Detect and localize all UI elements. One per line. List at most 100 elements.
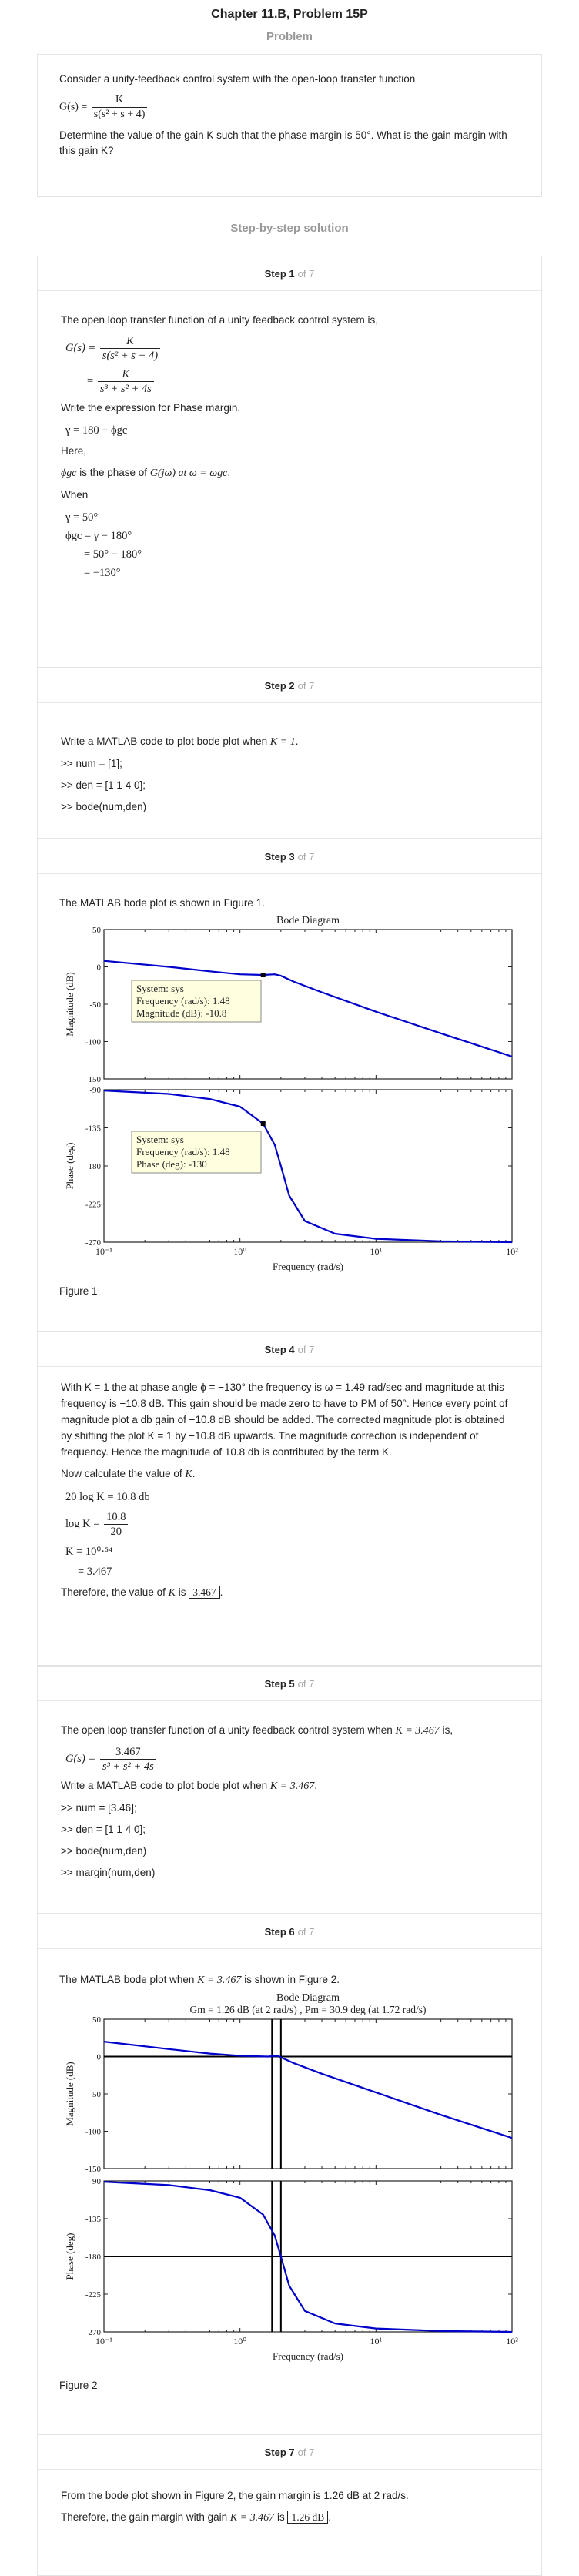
step-6-k: K = 3.467 [197, 1975, 242, 1986]
calc-text: Now calculate the value of [61, 1468, 182, 1479]
plot-panel-frame [103, 2018, 513, 2169]
x-tick-label: 10⁰ [233, 2336, 246, 2347]
step-count: of 7 [297, 1343, 315, 1355]
datatip-box [131, 1131, 262, 1174]
gs-den-2: s³ + s² + 4s [99, 383, 152, 395]
y-tick-label: -135 [85, 2215, 102, 2224]
step-4-paragraph: With K = 1 the at phase angle ϕ = −130° … [61, 1382, 508, 1458]
series-line [103, 1090, 513, 1244]
y-tick-label: 50 [92, 926, 102, 935]
tf-fraction: K s(s² + s + 4) [91, 93, 148, 122]
datatip-text: System: sys [136, 983, 184, 994]
step-title: Step 2 [264, 679, 295, 692]
answer-box: 1.26 dB [287, 2511, 329, 2524]
problem-label: Problem [266, 30, 313, 43]
e2-den: 20 [110, 1526, 122, 1538]
step-4-e1: 20 log K = 10.8 db [65, 1491, 150, 1503]
step-title: Step 5 [264, 1677, 295, 1690]
step-2-text: Write a MATLAB code to plot bode plot wh… [61, 734, 518, 750]
y-axis-label: Phase (deg) [64, 2233, 75, 2280]
step-3-text: The MATLAB bode plot is shown in Figure … [59, 897, 265, 909]
x-tick-label: 10¹ [370, 1246, 383, 1257]
code-line: >> num = [3.46]; [61, 1802, 137, 1814]
step-1-pm-eq: γ = 180 + ϕgc [65, 424, 128, 437]
step-4-e3: K = 10⁰·⁵⁴ [65, 1546, 113, 1558]
y-tick-label: 50 [92, 2015, 102, 2025]
step-7-header: Step 7 of 7 [38, 2435, 541, 2470]
step-count: of 7 [297, 267, 315, 280]
x-tick-label: 10⁻¹ [95, 1246, 112, 1257]
series-line [103, 960, 513, 1057]
problem-text-2: Determine the value of the gain K such t… [59, 129, 507, 156]
line-2-is: is [276, 2511, 285, 2523]
y-tick-label: 0 [97, 963, 102, 973]
tf-denominator: s(s² + s + 4) [93, 109, 146, 120]
step-count: of 7 [297, 679, 315, 692]
phi-def-math: G(jω) at ω = ωgc [149, 467, 228, 479]
step-title: Step 4 [264, 1343, 295, 1355]
step-4-header: Step 4 of 7 [38, 1332, 541, 1367]
step-5: Step 5 of 7 The open loop transfer functi… [38, 1666, 541, 1914]
datatip-text: Magnitude (dB): -10.8 [136, 1007, 226, 1019]
therefore-dot: . [219, 1586, 223, 1598]
code-line: >> bode(num,den) [61, 1845, 147, 1857]
phi-gc: ϕgc [61, 467, 77, 479]
step-2-header: Step 2 of 7 [38, 668, 541, 703]
y-axis-label: Phase (deg) [64, 1142, 75, 1189]
step-1-phi-def: ϕgc is the phase of G(jω) at ω = ωgc. [61, 465, 518, 481]
bode-chart-1: Bode Diagram 50 0 -50 -100 -150 Magnitude (dB)… [64, 915, 518, 1272]
step-1-header: Step 1 of 7 [38, 256, 541, 291]
step-2-k: K = 1 [269, 736, 296, 748]
y-axis-label: Magnitude (dB) [64, 972, 75, 1036]
chart-title: Bode Diagram [276, 915, 340, 926]
step-1-intro: The open loop transfer function of a uni… [61, 314, 378, 326]
step-2: Step 2 of 7 Write a MATLAB code to plot b… [38, 668, 541, 839]
e2-fraction: 10.8 20 [104, 1510, 129, 1539]
datatip-text: Frequency (rad/s): 1.48 [136, 1146, 230, 1157]
y-tick-label: -100 [85, 1038, 102, 1047]
step-title: Step 1 [264, 267, 295, 280]
y-tick-label: -225 [85, 1201, 102, 1210]
solution-card: Step 1 of 7 The open loop transfer functi… [37, 256, 542, 2576]
step-1-pm-text: Write the expression for Phase margin. [61, 402, 241, 414]
y-tick-label: -50 [89, 1000, 101, 1010]
therefore-var: K [168, 1587, 176, 1599]
series-line [103, 2181, 513, 2333]
x-tick-label: 10⁰ [233, 1246, 246, 1257]
step-3-header: Step 3 of 7 [38, 839, 541, 874]
x-axis-label: Frequency (rad/s) [273, 1261, 343, 1272]
figure-1-caption: Figure 1 [59, 1285, 98, 1297]
datatip-marker [260, 972, 266, 977]
line-2-k: K = 3.467 [229, 2512, 275, 2524]
step-4-calc-text: Now calculate the value of K. [61, 1466, 518, 1482]
y-axis-label: Magnitude (dB) [64, 2062, 75, 2125]
step-1-w4: = −130° [84, 567, 121, 579]
step-1-here: Here, [61, 445, 87, 457]
step-7-line-1: From the bode plot shown in Figure 2, th… [61, 2490, 409, 2501]
y-tick-label: -225 [85, 2290, 102, 2300]
code-text-dot: . [314, 1780, 317, 1791]
line-2-a: Therefore, the gain margin with gain [61, 2511, 228, 2523]
step-count: of 7 [297, 2446, 315, 2458]
step-count: of 7 [297, 1677, 315, 1690]
y-tick-label: -150 [85, 1075, 102, 1084]
figure-1: Bode Diagram 50 0 -50 -100 -150 Magnitude (dB)… [59, 911, 521, 1281]
code-line: >> bode(num,den) [61, 801, 147, 812]
tf-lhs: G(s) = [59, 101, 88, 113]
step-1-w2: ϕgc = γ − 180° [65, 530, 132, 542]
datatip-text: System: sys [136, 1134, 184, 1145]
calc-dot: . [192, 1468, 196, 1479]
y-tick-label: -150 [85, 2165, 102, 2174]
y-tick-label: -135 [85, 1124, 102, 1134]
y-tick-label: -90 [89, 2177, 101, 2186]
phi-def-dot: . [227, 467, 231, 478]
x-tick-label: 10² [506, 1246, 518, 1257]
e2-num: 10.8 [104, 1510, 129, 1525]
gs-fraction: 3.467 s³ + s² + 4s [99, 1745, 156, 1774]
gs-lhs: G(s) = [65, 341, 96, 354]
datatip-text: Phase (deg): -130 [136, 1158, 207, 1170]
